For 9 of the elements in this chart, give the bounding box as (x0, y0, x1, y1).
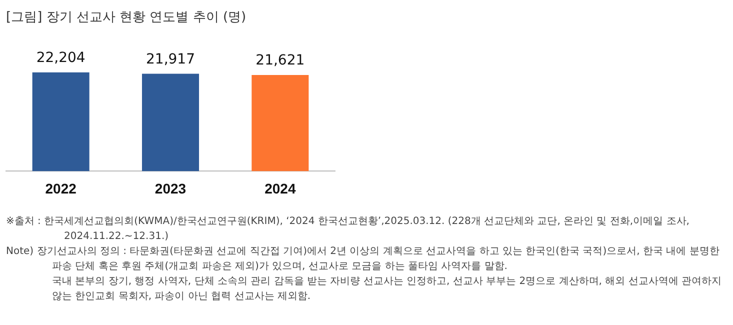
text: Note) 장기선교사의 정의 : 타문화권(타문화권 선교에 직간접 기여)에서 2년 이상의 계획으로 선교사역을 하고 있는 한국인(한국 국적)으로서, 한국 내에 분명한 파송 단체 혹은 후원 주체(개교회 파송은 제외)가 있으며, 선교사로 모금을 하는 풀타임 사역자를 말함. 국내 본부의 장기, 행정 사역자, 단체 소속의 관리 감독을 받는 자비량 선교사는 인정하고, 선교사 부부는 2명으로 계산하며, 해외 선교사역에 관여하지 않는 한인교회 목회자, 파송이 아닌 협력 선교사는 제외함. (6, 245, 722, 304)
data-label: 21,917 (146, 51, 195, 68)
data-label: 22,204 (36, 50, 86, 66)
data-label: 21,621 (256, 52, 305, 69)
chart-title: [그림] 장기 선교사 현황 연도별 추이 (명) (6, 9, 246, 26)
x-tick-label: 2024 (264, 180, 296, 196)
x-tick-label: 2023 (154, 180, 186, 196)
x-tick-label: 2022 (45, 180, 77, 196)
text: ※출처 : 한국세계선교협의회(KWMA)/한국선교연구원(KRIM), ‘2024 한국선교현황’,2025.03.12. (228개 선교단체와 교단, 온라인 및 전화,이메일 조사, 2024.11.22.~12.31.) (6, 215, 690, 244)
